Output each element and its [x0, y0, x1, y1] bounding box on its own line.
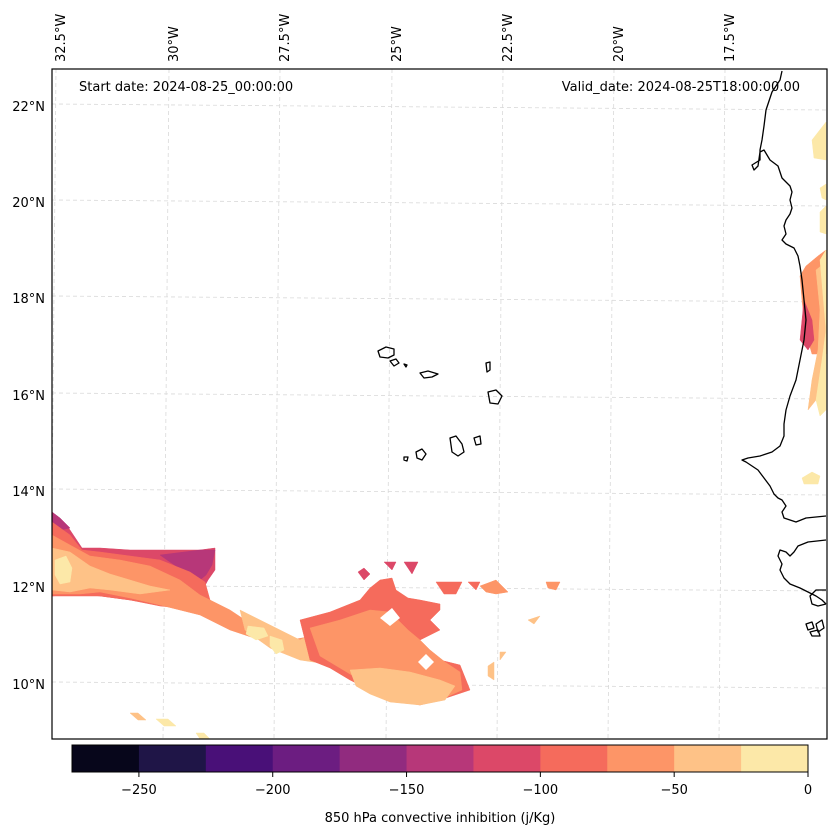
- island-bissagos-3: [809, 629, 821, 637]
- lon-gridline: [162, 69, 170, 739]
- cin-contour-patch: [383, 561, 397, 571]
- lat-gridline: [52, 295, 827, 303]
- lon-tick-label: 25°W: [390, 26, 405, 62]
- cin-contour-patch: [52, 547, 171, 595]
- colorbar-tick-label: −50: [660, 783, 687, 798]
- lon-tick-label: 30°W: [167, 26, 182, 62]
- colorbar-segment: [674, 745, 742, 772]
- lon-gridline: [607, 69, 615, 739]
- island-santa-luzia: [403, 363, 408, 368]
- lon-tick-label: 27.5°W: [278, 14, 293, 62]
- lat-gridline: [52, 199, 827, 207]
- coastline-senegal-gambia: [777, 539, 827, 605]
- colorbar-segment: [540, 745, 608, 772]
- cin-contour-patch: [545, 581, 561, 591]
- latitude-tick-labels: 22°N 20°N 18°N 16°N 14°N 12°N 10°N: [12, 100, 45, 693]
- island-santo-antao: [377, 346, 395, 359]
- lon-tick-label: 17.5°W: [723, 14, 738, 62]
- colorbar-segment: [741, 745, 809, 772]
- cin-contour-patch: [487, 661, 495, 681]
- lat-tick-label: 14°N: [12, 485, 45, 500]
- colorbar-segment: [272, 745, 341, 772]
- cin-contour-patch: [819, 205, 827, 235]
- island-bissagos-2: [815, 619, 825, 633]
- cin-contour-patch: [479, 579, 509, 595]
- lon-gridline: [718, 69, 726, 739]
- coastline-guinea-bissau: [809, 589, 827, 607]
- lon-gridline: [52, 69, 57, 561]
- cin-contour-hole: [380, 608, 400, 626]
- cin-contour-hole: [418, 654, 434, 670]
- cin-contour-patch: [815, 249, 827, 417]
- cin-contour-patch: [357, 567, 371, 581]
- cin-contour-patch: [499, 651, 507, 661]
- cin-contour-patch: [245, 625, 269, 641]
- colorbar-label: 850 hPa convective inhibition (j/Kg): [325, 811, 556, 826]
- coastline-west-africa: [741, 70, 827, 523]
- island-brava: [403, 456, 409, 462]
- island-maio: [473, 435, 482, 446]
- island-fogo: [415, 448, 427, 461]
- colorbar-segment: [138, 745, 207, 772]
- island-bissagos-1: [805, 621, 815, 631]
- cin-contour-patch: [159, 549, 216, 581]
- cin-contour-patch: [467, 581, 481, 591]
- cin-contour-patch: [269, 635, 285, 655]
- colorbar-segment: [607, 745, 675, 772]
- island-sal: [485, 361, 491, 373]
- colorbar-segment: [406, 745, 474, 772]
- cin-contour-patch: [349, 667, 456, 706]
- lon-tick-label: 20°W: [612, 26, 627, 62]
- island-sao-nicolau: [419, 370, 439, 379]
- cin-contour-patch: [527, 615, 541, 625]
- lat-gridline: [52, 103, 827, 111]
- cin-contour-patch: [129, 712, 147, 721]
- lat-gridline: [52, 488, 827, 496]
- colorbar-tick-label: 0: [804, 783, 812, 798]
- valid-date-label: Valid_date: 2024-08-25T18:00:00.00: [562, 80, 800, 95]
- lat-tick-label: 12°N: [12, 581, 45, 596]
- cin-contour-patch: [811, 121, 827, 161]
- island-sao-vicente: [389, 358, 400, 367]
- colorbar-segment: [339, 745, 408, 772]
- map-frame: [51, 68, 828, 740]
- cin-contour-patch: [403, 561, 419, 575]
- lat-tick-label: 10°N: [12, 678, 45, 693]
- colorbar-tick-label: −100: [523, 783, 559, 798]
- gridlines: [52, 69, 827, 739]
- colorbar-tick-label: −150: [389, 783, 425, 798]
- lat-tick-label: 18°N: [12, 292, 45, 307]
- lon-tick-label: 32.5°W: [54, 14, 69, 62]
- cin-contour-patch: [155, 718, 177, 727]
- cin-contour-patch: [819, 183, 827, 201]
- colorbar-frame: [71, 744, 809, 773]
- colorbar: −250 −200 −150 −100 −50 0: [71, 744, 812, 798]
- colorbar-segment: [72, 745, 140, 772]
- colorbar-segment: [473, 745, 541, 772]
- cin-contour-patch: [801, 471, 821, 485]
- lat-tick-label: 16°N: [12, 389, 45, 404]
- cin-contour-patch: [435, 581, 463, 595]
- cin-contour-patch: [195, 732, 211, 739]
- longitude-tick-labels: 32.5°W 30°W 27.5°W 25°W 22.5°W 20°W 17.5°W: [54, 14, 738, 62]
- island-boa-vista: [487, 389, 503, 405]
- colorbar-tick-label: −200: [255, 783, 291, 798]
- lon-tick-label: 22.5°W: [501, 14, 516, 62]
- cin-contour-patch: [799, 299, 815, 351]
- island-santiago: [449, 435, 465, 457]
- cin-filled-contours: [52, 121, 827, 739]
- start-date-label: Start date: 2024-08-25_00:00:00: [79, 80, 293, 95]
- cin-contour-patch: [54, 555, 73, 585]
- lat-tick-label: 22°N: [12, 100, 45, 115]
- colorbar-segment: [205, 745, 274, 772]
- lat-tick-label: 20°N: [12, 196, 45, 211]
- colorbar-tick-label: −250: [121, 783, 157, 798]
- lat-gridline: [52, 392, 827, 400]
- coastlines: [377, 70, 827, 637]
